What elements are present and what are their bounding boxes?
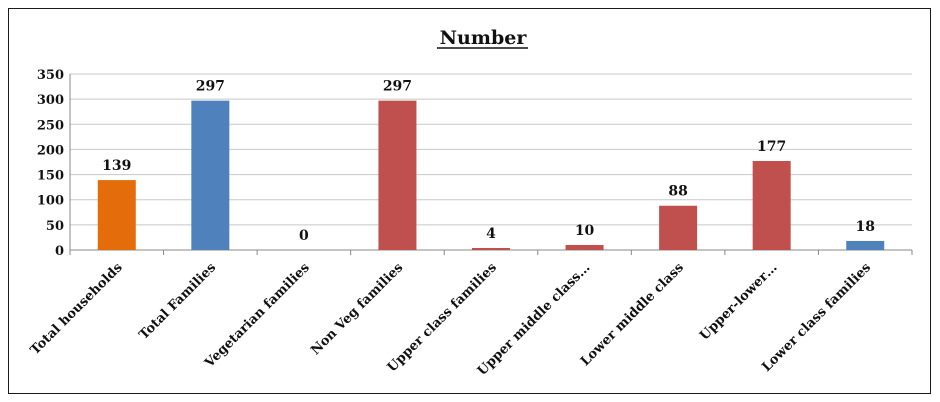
y-tick-label: 50 bbox=[46, 219, 64, 234]
category-label: Vegetarian families bbox=[201, 260, 312, 371]
bar bbox=[659, 205, 698, 250]
y-tick-label: 150 bbox=[37, 169, 64, 184]
category-label: Total Families bbox=[137, 260, 220, 343]
y-tick-label: 350 bbox=[37, 68, 64, 83]
bar bbox=[97, 180, 136, 250]
y-tick-label: 0 bbox=[55, 244, 64, 259]
category-label: Upper-lower… bbox=[697, 260, 780, 343]
data-label: 177 bbox=[757, 139, 786, 155]
category-label: Upper class families bbox=[385, 260, 500, 375]
y-tick-label: 100 bbox=[37, 194, 64, 209]
data-label: 139 bbox=[102, 158, 131, 174]
bar bbox=[378, 100, 417, 250]
data-label: 297 bbox=[196, 79, 225, 95]
y-tick-label: 300 bbox=[37, 93, 64, 108]
y-tick-label: 200 bbox=[37, 143, 64, 158]
data-label: 10 bbox=[575, 223, 595, 239]
bar bbox=[752, 160, 791, 250]
bar bbox=[191, 100, 230, 250]
chart-title: Number bbox=[440, 27, 528, 49]
bar bbox=[472, 247, 510, 250]
data-label: 0 bbox=[299, 228, 309, 244]
category-label: Lower class families bbox=[759, 260, 874, 375]
category-label: Non Veg families bbox=[308, 260, 406, 358]
data-label: 88 bbox=[668, 184, 687, 200]
category-label: Total households bbox=[28, 260, 126, 358]
y-tick-label: 250 bbox=[37, 118, 64, 133]
data-label: 18 bbox=[855, 219, 874, 235]
data-label: 4 bbox=[486, 226, 496, 242]
data-label: 297 bbox=[383, 79, 412, 95]
bar bbox=[846, 240, 885, 250]
bar bbox=[565, 244, 604, 250]
category-label: Lower middle class bbox=[578, 260, 687, 369]
